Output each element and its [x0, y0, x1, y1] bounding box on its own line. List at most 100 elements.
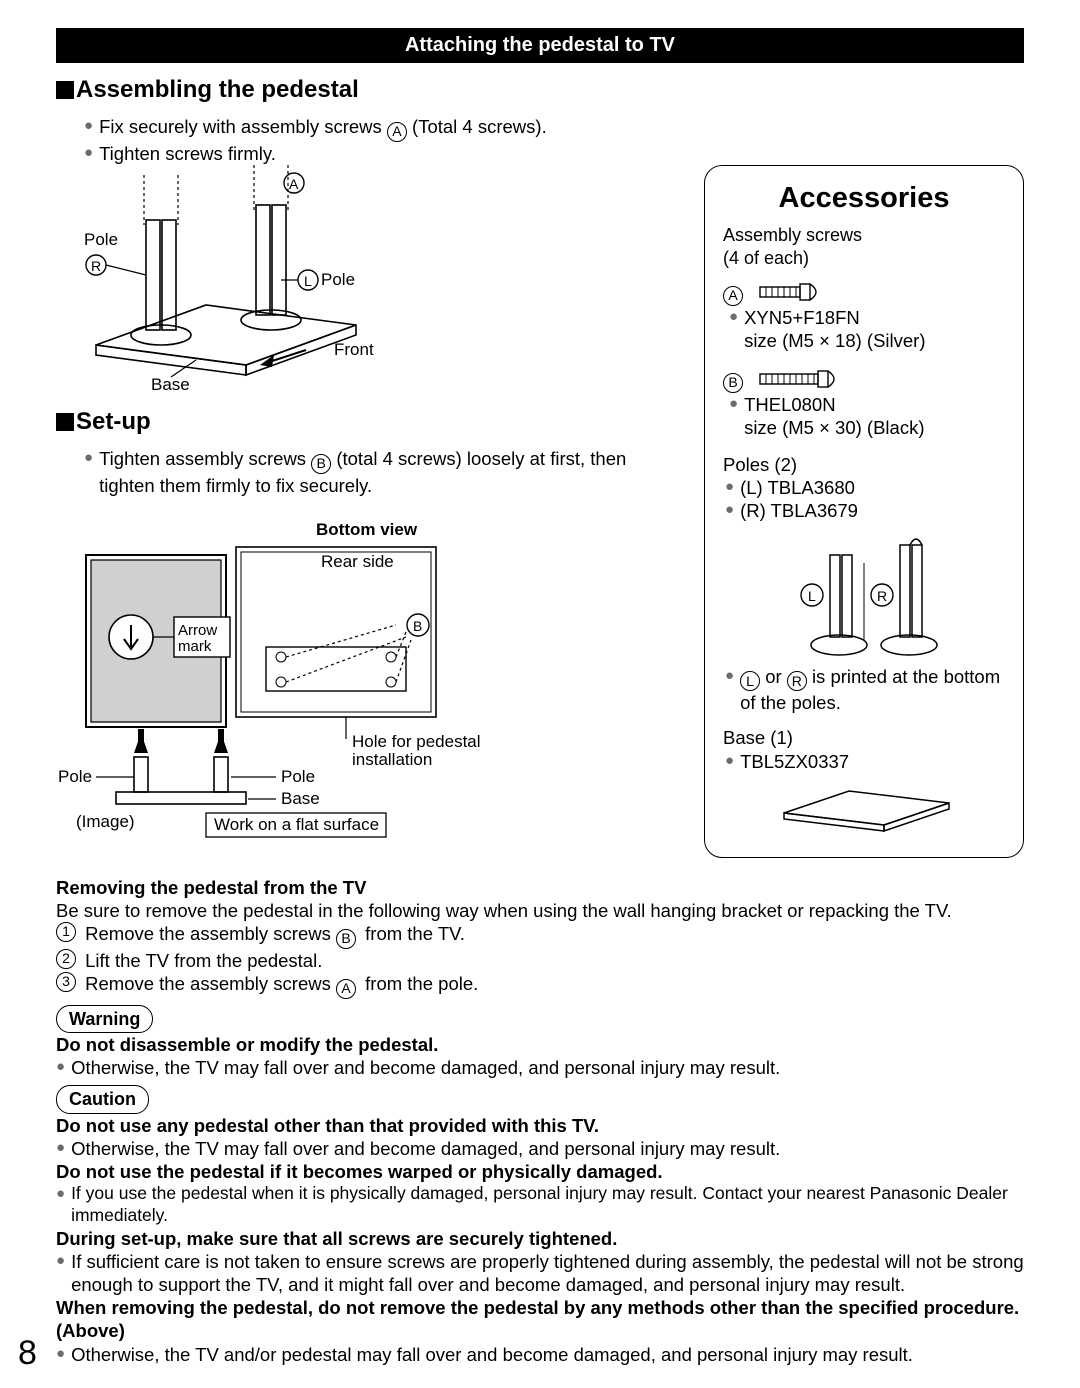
diag2-flat-surface-label: Work on a flat surface: [214, 815, 379, 834]
step1-post: from the TV.: [360, 923, 465, 944]
bullet-dot-icon: ●: [56, 1137, 65, 1160]
step2-text: Lift the TV from the pedestal.: [85, 950, 322, 971]
bullet-a1-text-post: (Total 4 screws).: [412, 116, 547, 137]
diag2-arrow-mark-b: mark: [178, 638, 212, 655]
bullet-dot-icon: ●: [729, 393, 738, 439]
bullet-a2: ● Tighten screws firmly.: [84, 142, 1024, 165]
caution-h3: During set-up, make sure that all screws…: [56, 1227, 1024, 1250]
caution-h1: Do not use any pedestal other than that …: [56, 1114, 1024, 1137]
svg-text:L: L: [808, 588, 816, 604]
step3-pre: Remove the assembly screws: [85, 973, 336, 994]
removing-intro: Be sure to remove the pedestal in the fo…: [56, 899, 1024, 922]
screw-b-icon: [758, 368, 848, 390]
caution-h2: Do not use the pedestal if it becomes wa…: [56, 1160, 1024, 1183]
assembling-diagram: Pole R A L Pole Front Base: [56, 165, 396, 395]
acc-a-code: XYN5+F18FN: [744, 306, 925, 329]
acc-a-size: size (M5 × 18) (Silver): [744, 329, 925, 352]
diag2-bottom-view-label: Bottom view: [316, 520, 418, 539]
bullet-dot-icon: ●: [56, 1250, 65, 1296]
pole-l-code: (L) TBLA3680: [740, 476, 855, 499]
diag1-base-label: Base: [151, 375, 190, 394]
acc-b-size: size (M5 × 30) (Black): [744, 416, 924, 439]
poles-diagram-icon: L R: [764, 525, 964, 665]
base-diagram-icon: [764, 773, 964, 833]
warning-head: Do not disassemble or modify the pedesta…: [56, 1033, 1024, 1056]
warning-tag: Warning: [56, 1005, 153, 1034]
screw-a-icon: [758, 281, 828, 303]
caution-b4: Otherwise, the TV and/or pedestal may fa…: [71, 1343, 913, 1366]
bullet-dot-icon: ●: [84, 142, 93, 165]
diag1-a-icon: A: [289, 176, 299, 192]
warning-body: Otherwise, the TV may fall over and beco…: [71, 1056, 780, 1079]
bullet-setup: ● Tighten assembly screws B (total 4 scr…: [84, 447, 666, 497]
caution-b2: If you use the pedestal when it is physi…: [71, 1183, 1024, 1227]
diag1-front-label: Front: [334, 340, 374, 359]
bullet-a2-text: Tighten screws firmly.: [99, 142, 276, 165]
diag1-pole-right-label: Pole: [321, 270, 355, 289]
section-setup-title: Set-up: [76, 407, 151, 437]
acc-b-code: THEL080N: [744, 393, 924, 416]
section-setup-head: Set-up: [56, 407, 656, 437]
circled-b-icon: B: [311, 454, 331, 474]
section-assembling-head: Assembling the pedestal: [56, 75, 1024, 105]
header-bar: Attaching the pedestal to TV: [56, 28, 1024, 63]
accessories-title: Accessories: [723, 180, 1005, 216]
square-icon: [56, 81, 74, 99]
circled-a-icon: A: [387, 122, 407, 142]
step1-b-icon: B: [336, 929, 356, 949]
diag1-pole-left-label: Pole: [84, 230, 118, 249]
caution-h4: When removing the pedestal, do not remov…: [56, 1296, 1024, 1342]
diag2-hole-label-2: installation: [352, 750, 432, 769]
bullet-dot-icon: ●: [725, 665, 734, 715]
bullet-dot-icon: ●: [729, 306, 738, 352]
diag2-base-label: Base: [281, 789, 320, 808]
lr-note-or: or: [765, 666, 787, 687]
removing-head: Removing the pedestal from the TV: [56, 876, 1024, 899]
bullet-dot-icon: ●: [84, 115, 93, 142]
diag2-pole-right-label: Pole: [281, 767, 315, 786]
page-number: 8: [18, 1332, 37, 1375]
removing-step-1: 1 Remove the assembly screws B from the …: [56, 922, 1024, 949]
bullet-dot-icon: ●: [84, 447, 93, 497]
step-2-icon: 2: [56, 949, 76, 969]
section-assembling-title: Assembling the pedestal: [76, 75, 359, 105]
bullet-setup-pre: Tighten assembly screws: [99, 448, 311, 469]
bullet-dot-icon: ●: [725, 476, 734, 499]
acc-a-icon: A: [723, 286, 743, 306]
step-1-icon: 1: [56, 922, 76, 942]
bullet-a1: ● Fix securely with assembly screws A (T…: [84, 115, 1024, 142]
step3-post: from the pole.: [360, 973, 478, 994]
caution-tag: Caution: [56, 1085, 149, 1114]
diag2-rear-side-label: Rear side: [321, 552, 394, 571]
setup-diagram: B: [56, 507, 496, 847]
caution-b1: Otherwise, the TV may fall over and beco…: [71, 1137, 780, 1160]
caution-b3: If sufficient care is not taken to ensur…: [71, 1250, 1024, 1296]
removing-step-3: 3 Remove the assembly screws A from the …: [56, 972, 1024, 999]
diag1-l-icon: L: [304, 273, 312, 289]
bullet-a1-text-pre: Fix securely with assembly screws: [99, 116, 387, 137]
diag2-image-label: (Image): [76, 812, 135, 831]
acc-b-icon: B: [723, 373, 743, 393]
bullet-dot-icon: ●: [56, 1056, 65, 1079]
accessories-box: Accessories Assembly screws (4 of each) …: [704, 165, 1024, 858]
assembly-screws-label: Assembly screws: [723, 224, 1005, 247]
step3-a-icon: A: [336, 979, 356, 999]
diag2-hole-label-1: Hole for pedestal: [352, 732, 481, 751]
lr-r-icon: R: [787, 671, 807, 691]
bullet-dot-icon: ●: [725, 499, 734, 522]
diag1-r-icon: R: [91, 258, 101, 274]
svg-text:R: R: [877, 588, 887, 604]
base-label: Base (1): [723, 726, 1005, 749]
poles-label: Poles (2): [723, 453, 1005, 476]
diag2-arrow-mark-a: Arrow: [178, 622, 217, 639]
removing-step-2: 2 Lift the TV from the pedestal.: [56, 949, 1024, 972]
square-icon: [56, 413, 74, 431]
step1-pre: Remove the assembly screws: [85, 923, 336, 944]
step-3-icon: 3: [56, 972, 76, 992]
bullet-dot-icon: ●: [56, 1343, 65, 1366]
base-code: TBL5ZX0337: [740, 750, 849, 773]
bullet-dot-icon: ●: [56, 1183, 65, 1227]
diag2-pole-left-label: Pole: [58, 767, 92, 786]
bullet-dot-icon: ●: [725, 750, 734, 773]
diag2-b-icon: B: [413, 618, 422, 634]
